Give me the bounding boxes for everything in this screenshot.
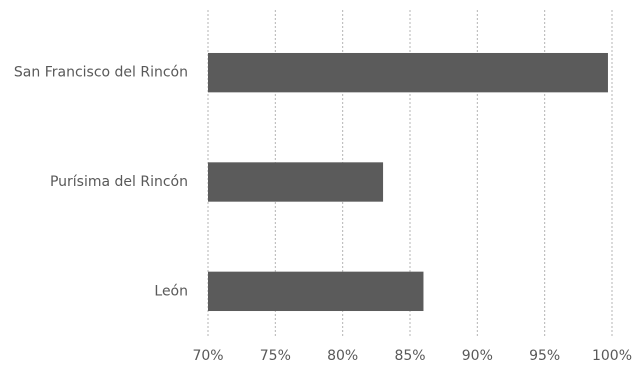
bar — [208, 271, 424, 312]
x-tick-label: 100% — [592, 348, 632, 364]
x-tick-label: 90% — [462, 348, 493, 364]
x-tick-label: 70% — [192, 348, 223, 364]
bar — [208, 52, 608, 93]
y-tick-label: San Francisco del Rincón — [14, 65, 188, 81]
y-tick-label: Purísima del Rincón — [50, 174, 188, 190]
x-tick-label: 85% — [394, 348, 425, 364]
x-tick-label: 95% — [529, 348, 560, 364]
x-tick-label: 80% — [327, 348, 358, 364]
x-tick-label: 75% — [260, 348, 291, 364]
y-tick-label: León — [154, 283, 188, 299]
bar — [208, 162, 384, 202]
